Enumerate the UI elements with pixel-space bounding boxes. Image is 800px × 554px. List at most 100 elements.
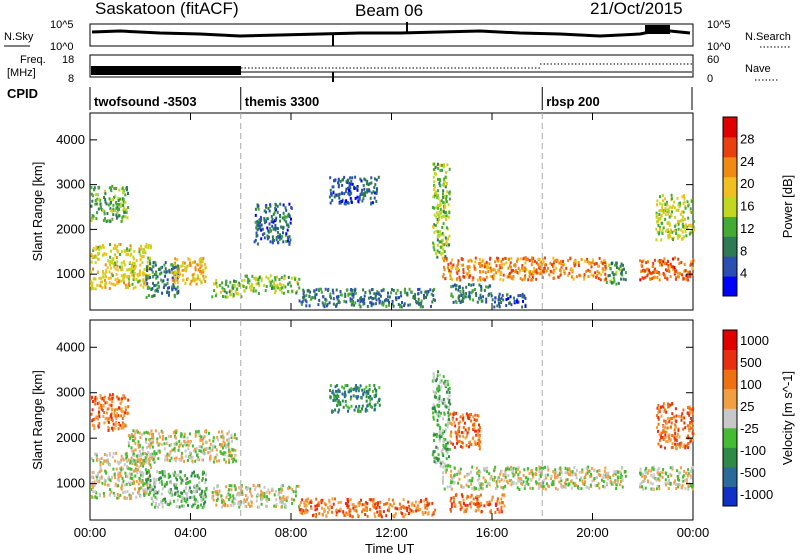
data-cell bbox=[241, 491, 244, 495]
data-cell bbox=[440, 385, 443, 389]
data-cell bbox=[433, 407, 436, 411]
data-cell bbox=[487, 270, 490, 273]
data-cell bbox=[512, 470, 515, 473]
data-cell bbox=[315, 515, 318, 519]
data-cell bbox=[204, 266, 207, 270]
data-cell bbox=[378, 293, 381, 297]
data-cell bbox=[513, 263, 516, 267]
data-cell bbox=[670, 212, 673, 216]
data-cell bbox=[441, 243, 444, 247]
data-cell bbox=[407, 504, 410, 508]
data-cell bbox=[505, 479, 508, 483]
data-cell bbox=[542, 481, 545, 485]
data-cell bbox=[494, 296, 497, 300]
data-cell bbox=[464, 503, 467, 507]
data-cell bbox=[99, 202, 102, 206]
data-cell bbox=[288, 202, 291, 206]
data-cell bbox=[674, 425, 677, 429]
data-cell bbox=[256, 228, 259, 232]
data-cell bbox=[656, 199, 659, 203]
data-cell bbox=[254, 485, 257, 489]
data-cell bbox=[372, 497, 375, 501]
data-cell bbox=[179, 443, 182, 447]
data-cell bbox=[674, 431, 677, 435]
data-cell bbox=[460, 484, 463, 488]
data-cell bbox=[502, 474, 505, 478]
data-cell bbox=[148, 459, 151, 463]
data-cell bbox=[119, 471, 121, 475]
data-cell bbox=[334, 394, 337, 398]
data-cell bbox=[156, 491, 159, 495]
data-cell bbox=[95, 478, 98, 482]
data-cell bbox=[347, 409, 349, 413]
data-cell bbox=[101, 286, 104, 290]
data-cell bbox=[142, 474, 145, 478]
data-cell bbox=[658, 225, 661, 229]
data-cell bbox=[94, 397, 97, 401]
data-cell bbox=[118, 265, 121, 269]
data-cell bbox=[680, 228, 683, 232]
data-cell bbox=[343, 175, 346, 179]
data-cell bbox=[196, 506, 199, 509]
data-cell bbox=[212, 498, 215, 502]
data-cell bbox=[91, 199, 94, 203]
data-cell bbox=[215, 448, 218, 452]
data-cell bbox=[248, 281, 251, 285]
data-cell bbox=[190, 474, 193, 478]
data-cell bbox=[95, 415, 98, 419]
data-cell bbox=[221, 286, 224, 290]
data-cell bbox=[684, 205, 687, 209]
data-cell bbox=[173, 483, 176, 487]
data-cell bbox=[338, 192, 341, 196]
data-cell bbox=[225, 495, 228, 499]
data-cell bbox=[94, 199, 97, 202]
data-cell bbox=[360, 179, 363, 183]
data-cell bbox=[212, 439, 215, 443]
data-cell bbox=[109, 276, 112, 280]
data-cell bbox=[685, 277, 688, 281]
data-cell bbox=[490, 509, 492, 513]
data-cell bbox=[174, 442, 176, 446]
data-cell bbox=[145, 278, 148, 282]
data-cell bbox=[181, 268, 184, 272]
data-cell bbox=[307, 497, 310, 501]
data-cell bbox=[149, 483, 152, 487]
data-cell bbox=[436, 221, 439, 225]
data-cell bbox=[314, 293, 317, 297]
data-cell bbox=[373, 408, 376, 412]
data-cell bbox=[117, 202, 120, 206]
data-cell bbox=[614, 272, 617, 276]
data-cell bbox=[146, 446, 148, 449]
data-cell bbox=[365, 395, 368, 399]
data-cell bbox=[216, 435, 219, 439]
data-cell bbox=[148, 432, 151, 436]
data-cell bbox=[417, 288, 420, 291]
data-cell bbox=[99, 245, 102, 249]
data-cell bbox=[365, 399, 368, 403]
data-cell bbox=[107, 417, 110, 421]
data-cell bbox=[465, 292, 468, 295]
data-cell bbox=[223, 500, 226, 504]
data-cell bbox=[129, 253, 132, 257]
data-cell bbox=[339, 507, 342, 511]
data-cell bbox=[305, 300, 308, 304]
data-cell bbox=[209, 450, 212, 454]
data-cell bbox=[303, 503, 306, 507]
data-cell bbox=[394, 506, 397, 510]
data-cell bbox=[118, 406, 121, 410]
data-cell bbox=[641, 474, 644, 478]
data-cell bbox=[282, 240, 285, 244]
data-cell bbox=[219, 450, 222, 454]
data-cell bbox=[272, 212, 275, 216]
data-region bbox=[90, 242, 153, 291]
data-cell bbox=[290, 284, 292, 288]
data-cell bbox=[232, 460, 235, 464]
data-cell bbox=[671, 230, 674, 234]
data-cell bbox=[663, 436, 666, 440]
data-cell bbox=[96, 211, 98, 215]
data-cell bbox=[329, 294, 332, 298]
data-region bbox=[170, 256, 207, 286]
data-cell bbox=[472, 428, 475, 431]
data-cell bbox=[413, 504, 416, 508]
